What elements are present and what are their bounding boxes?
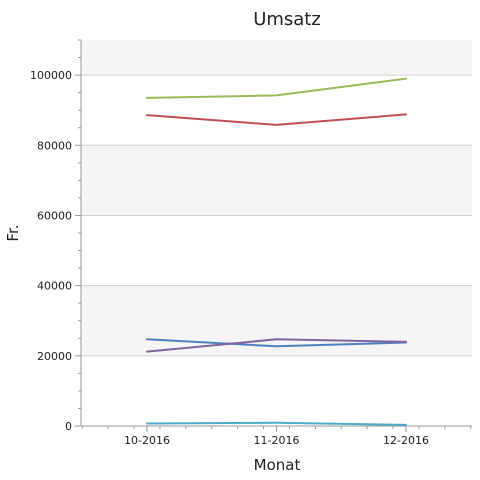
series-lines [146, 77, 407, 426]
background-band [81, 215, 472, 286]
series-line-2 [146, 113, 407, 126]
series-line-1 [146, 77, 407, 99]
x-tick-label: 10-2016 [124, 434, 170, 447]
y-axis-label: Fr. [4, 224, 22, 241]
y-tick-label: 40000 [37, 280, 72, 293]
series-line-3 [146, 338, 407, 348]
x-axis-label: Monat [254, 456, 301, 474]
background-band [81, 285, 472, 356]
background-bands [81, 40, 472, 426]
series-line-4 [146, 338, 407, 353]
gridlines [81, 74, 472, 357]
background-band [81, 75, 472, 146]
x-tick-labels: 10-2016 11-2016 12-2016 [124, 434, 429, 447]
series-line-5 [146, 421, 407, 426]
background-band [81, 355, 472, 426]
y-tick-label: 60000 [37, 209, 72, 222]
y-tick-label: 100000 [30, 69, 72, 82]
y-tick-label: 80000 [37, 139, 72, 152]
background-band [81, 40, 472, 76]
chart-title: Umsatz [253, 9, 321, 30]
y-tick-labels: 0 20000 40000 60000 80000 100000 [30, 69, 72, 433]
axes [75, 39, 472, 432]
y-tick-label: 0 [65, 420, 72, 433]
x-tick-label: 12-2016 [383, 434, 429, 447]
x-tick-label: 11-2016 [254, 434, 300, 447]
y-tick-label: 20000 [37, 350, 72, 363]
background-band [81, 145, 472, 216]
